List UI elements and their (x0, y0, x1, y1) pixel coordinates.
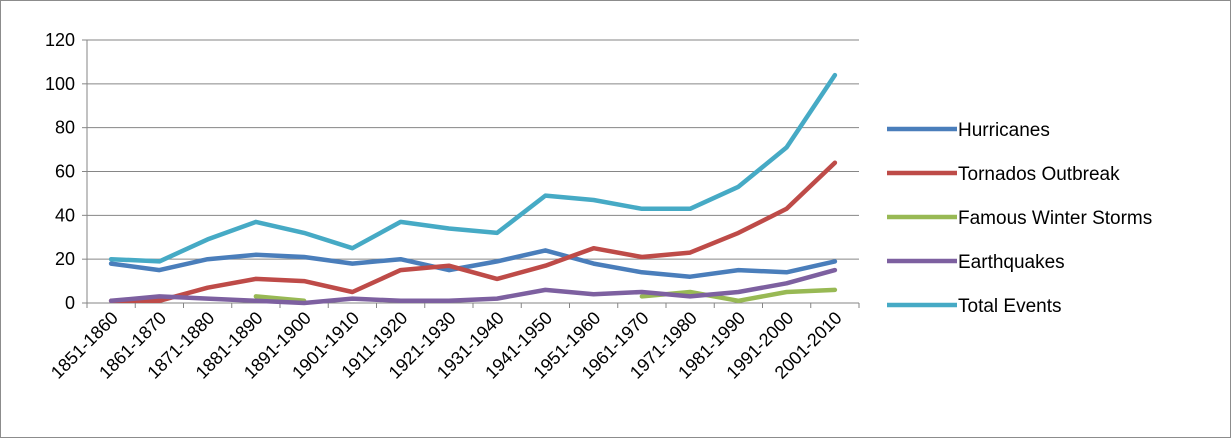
legend-label: Hurricanes (958, 120, 1050, 141)
legend-label: Famous Winter Storms (958, 208, 1152, 229)
series-line-earthquakes (108, 267, 838, 306)
y-tick-label: 120 (45, 30, 75, 50)
series-lines (108, 72, 838, 306)
gridlines (87, 39, 859, 260)
y-tick-label: 40 (55, 205, 75, 225)
y-tick-label: 0 (65, 293, 75, 313)
series-line-total-events (108, 72, 838, 264)
legend-label: Tornados Outbreak (958, 164, 1120, 185)
y-tick-label: 20 (55, 249, 75, 269)
y-tick-label: 80 (55, 118, 75, 138)
legend-label: Earthquakes (958, 252, 1065, 273)
legend-item: Hurricanes (887, 120, 1050, 141)
legend-item: Total Events (887, 296, 1062, 317)
legend-item: Tornados Outbreak (887, 164, 1120, 185)
series-line-hurricanes (108, 248, 838, 279)
legend-label: Total Events (958, 296, 1062, 317)
y-tick-label: 100 (45, 74, 75, 94)
legend-item: Famous Winter Storms (887, 208, 1152, 229)
series-line-tornados-outbreak (108, 160, 838, 304)
axes: 0204060801001201851-18601861-18701871-18… (45, 30, 860, 383)
legend-item: Earthquakes (887, 252, 1065, 273)
legend: Hurricanes Tornados Outbreak Famous Winter… (887, 120, 1152, 317)
y-tick-label: 60 (55, 162, 75, 182)
